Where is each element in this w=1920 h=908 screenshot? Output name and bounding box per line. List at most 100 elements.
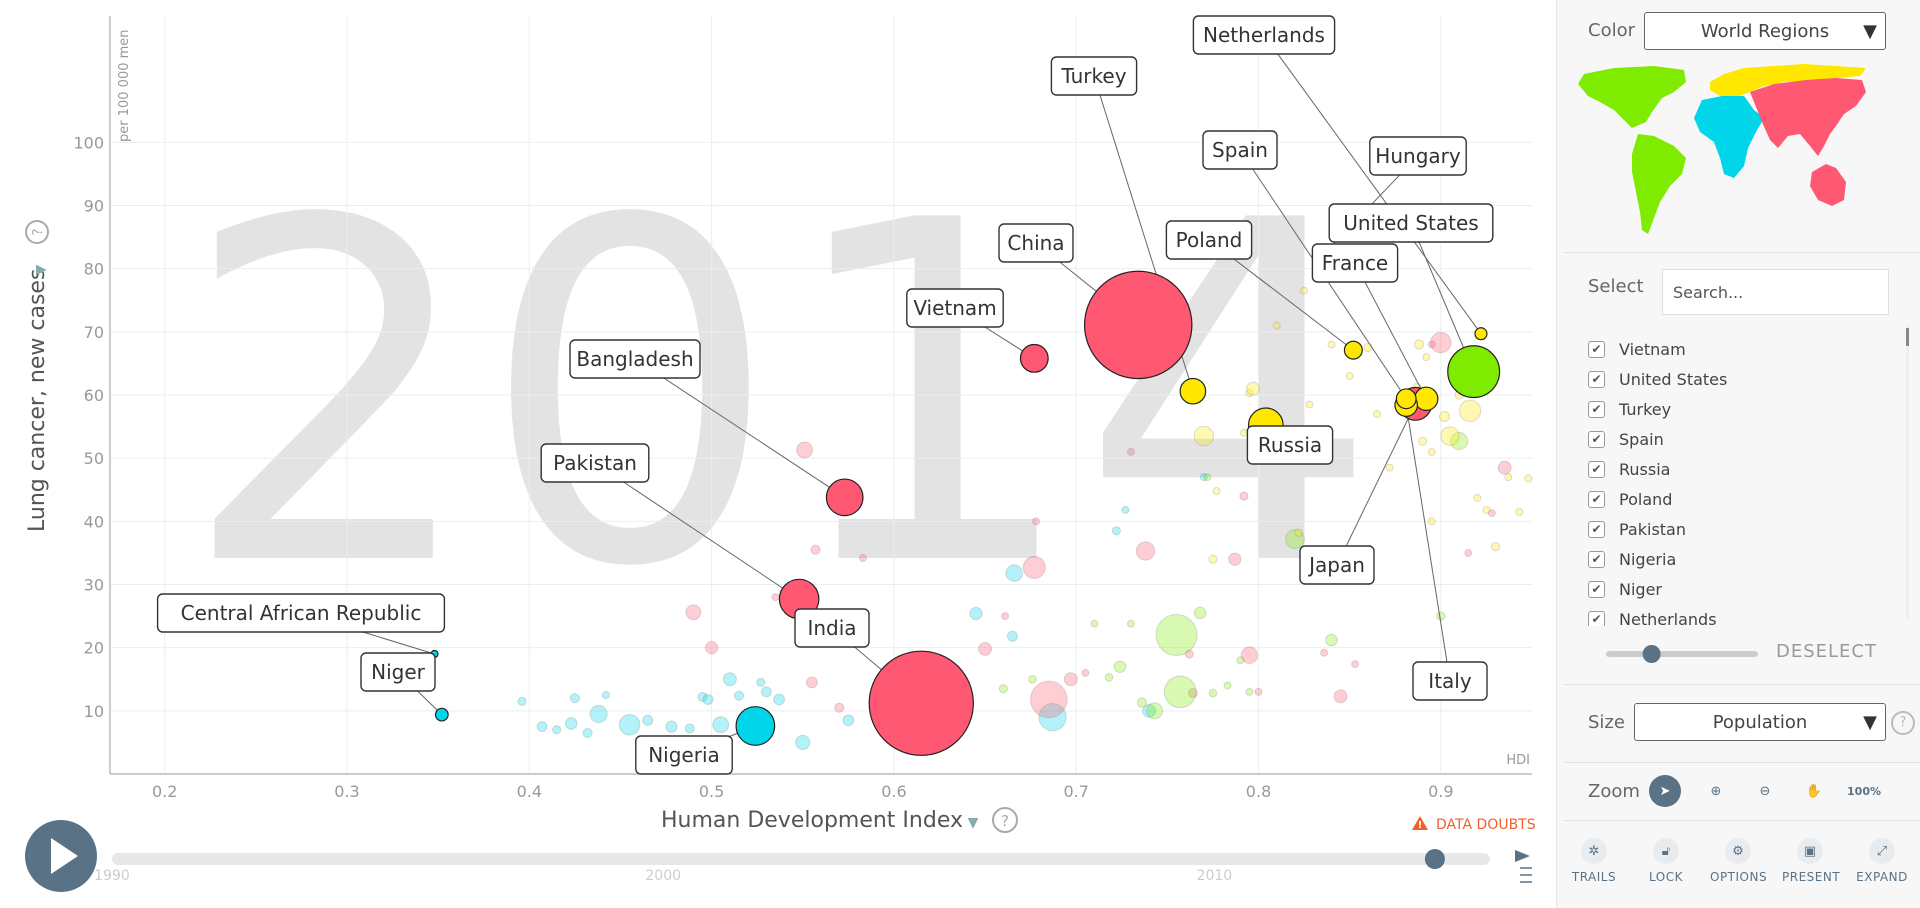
bubble-americas[interactable]	[1436, 611, 1446, 621]
checkbox[interactable]: ✔	[1588, 580, 1605, 598]
bubble-label[interactable]: Bangladesh	[569, 339, 701, 379]
bubble-africa[interactable]	[564, 717, 578, 730]
bubble-americas[interactable]	[1203, 473, 1212, 482]
bubble-africa[interactable]	[601, 690, 610, 700]
bubble-asia[interactable]	[1022, 555, 1046, 579]
bubble-americas[interactable]	[1449, 432, 1469, 451]
bubble-europe[interactable]	[1504, 473, 1513, 482]
bubble-europe[interactable]	[1246, 381, 1261, 396]
bubble-asia[interactable]	[858, 553, 867, 562]
bubble-americas[interactable]	[998, 684, 1008, 694]
bubble-americas[interactable]	[1028, 674, 1037, 684]
bubble-united-states[interactable]	[1447, 345, 1501, 399]
country-list-item[interactable]: ✔ Russia	[1588, 454, 1888, 484]
opacity-slider-thumb[interactable]	[1642, 645, 1661, 663]
bubble-europe[interactable]	[1345, 372, 1354, 381]
bubble-africa[interactable]	[618, 713, 641, 736]
bubble-americas[interactable]	[1163, 675, 1197, 709]
lock-button[interactable]: 🔓︎ LOCK	[1638, 838, 1694, 884]
x-axis-dropdown-icon[interactable]: ▼	[968, 815, 979, 831]
map-region-africa[interactable]	[1694, 96, 1764, 178]
bubble-china[interactable]	[1083, 270, 1193, 380]
timeline-speed-control[interactable]	[1515, 850, 1532, 883]
bubble-africa[interactable]	[1038, 703, 1067, 732]
bubble-americas[interactable]	[1325, 633, 1338, 647]
bubble-africa[interactable]	[969, 606, 983, 621]
y-axis-dropdown-icon[interactable]: ▼	[33, 264, 49, 275]
map-region-americas[interactable]	[1578, 66, 1686, 234]
bubble-africa[interactable]	[552, 725, 562, 735]
y-axis-help-icon[interactable]: ?	[25, 220, 49, 244]
bubble-africa[interactable]	[1111, 526, 1121, 536]
bubble-europe[interactable]	[1458, 399, 1482, 423]
bubble-asia[interactable]	[1081, 668, 1090, 677]
search-input[interactable]	[1662, 269, 1889, 315]
checkbox[interactable]: ✔	[1588, 520, 1605, 538]
bubble-europe[interactable]	[1305, 400, 1314, 409]
bubble-americas[interactable]	[1104, 673, 1114, 682]
bubble-label[interactable]: Japan	[1299, 545, 1375, 585]
bubble-asia[interactable]	[1487, 509, 1496, 518]
bubble-asia[interactable]	[1239, 491, 1249, 501]
checkbox[interactable]: ✔	[1588, 610, 1605, 626]
bubble-africa[interactable]	[795, 734, 811, 751]
bubble-asia[interactable]	[704, 641, 719, 655]
bubble-africa[interactable]	[702, 693, 714, 705]
country-list-item[interactable]: ✔ Netherlands	[1588, 604, 1888, 626]
timeline-handle[interactable]	[1424, 849, 1445, 869]
bubble-niger[interactable]	[434, 707, 449, 722]
bubble-europe[interactable]	[1327, 340, 1336, 349]
bubble-europe[interactable]	[1212, 487, 1221, 496]
bubble-africa[interactable]	[773, 693, 785, 706]
bubble-europe[interactable]	[1245, 389, 1254, 398]
bubble-africa[interactable]	[684, 723, 695, 734]
checkbox[interactable]: ✔	[1588, 460, 1605, 478]
bubble-asia[interactable]	[1430, 331, 1452, 354]
opacity-slider[interactable]	[1604, 644, 1760, 664]
bubble-africa[interactable]	[697, 691, 708, 703]
bubble-americas[interactable]	[1193, 606, 1207, 620]
map-region-europe[interactable]	[1710, 64, 1866, 98]
bubble-poland[interactable]	[1343, 340, 1363, 360]
bubble-label[interactable]: India	[794, 608, 870, 648]
present-button[interactable]: ▣ PRESENT	[1782, 838, 1840, 884]
bubble-africa[interactable]	[722, 672, 737, 687]
bubble-asia[interactable]	[805, 676, 818, 689]
trails-button[interactable]: ✲ TRAILS	[1566, 838, 1622, 884]
bubble-europe[interactable]	[1482, 505, 1491, 514]
bubble-europe[interactable]	[1490, 541, 1501, 552]
bubble-asia[interactable]	[978, 641, 993, 656]
bubble-label[interactable]: Pakistan	[540, 443, 650, 483]
bubble-europe[interactable]	[1427, 517, 1436, 526]
bubble-americas[interactable]	[1223, 681, 1232, 690]
country-list-item[interactable]: ✔ United States	[1588, 364, 1888, 394]
bubble-americas[interactable]	[1155, 614, 1198, 657]
size-dropdown[interactable]: Population ▼	[1634, 703, 1886, 741]
bubble-vietnam[interactable]	[1019, 343, 1049, 373]
bubble-spain[interactable]	[1395, 388, 1417, 410]
bubble-asia[interactable]	[1228, 552, 1242, 566]
bubble-asia[interactable]	[1320, 648, 1329, 657]
x-axis-help-icon[interactable]: ?	[992, 807, 1018, 833]
checkbox[interactable]: ✔	[1588, 400, 1605, 418]
pointer-button[interactable]: ➤	[1649, 775, 1681, 807]
bubble-africa[interactable]	[1199, 473, 1208, 482]
list-scrollbar-thumb[interactable]	[1906, 328, 1909, 346]
bubble-europe[interactable]	[1418, 436, 1428, 446]
zoom-reset-button[interactable]: 100%	[1847, 775, 1881, 807]
country-list-item[interactable]: ✔ Spain	[1588, 424, 1888, 454]
bubble-africa[interactable]	[1121, 505, 1130, 515]
bubble-europe[interactable]	[1427, 447, 1436, 456]
bubble-africa[interactable]	[536, 721, 548, 733]
bubble-india[interactable]	[868, 650, 974, 756]
bubble-label[interactable]: Nigeria	[635, 735, 733, 775]
bubble-asia[interactable]	[1333, 689, 1348, 704]
bubble-europe[interactable]	[1272, 321, 1281, 330]
bubble-africa[interactable]	[1006, 630, 1018, 642]
bubble-asia[interactable]	[1254, 687, 1263, 696]
size-help-icon[interactable]: ?	[1891, 711, 1915, 735]
country-list-item[interactable]: ✔ Vietnam	[1588, 334, 1888, 364]
bubble-americas[interactable]	[1126, 619, 1135, 628]
bubble-americas[interactable]	[1245, 687, 1254, 696]
bubble-asia[interactable]	[1030, 680, 1068, 719]
